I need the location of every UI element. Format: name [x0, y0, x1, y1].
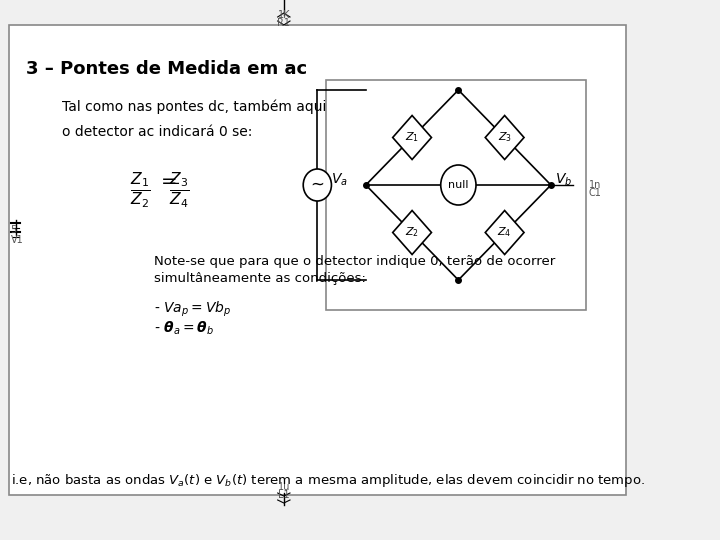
Text: R1: R1	[277, 18, 290, 28]
Text: $V_b$: $V_b$	[555, 172, 572, 188]
Text: $=$: $=$	[157, 170, 177, 189]
FancyBboxPatch shape	[326, 80, 586, 310]
Text: $\frac{Z_3}{Z_4}$: $\frac{Z_3}{Z_4}$	[169, 170, 189, 210]
Polygon shape	[485, 211, 524, 254]
Polygon shape	[392, 211, 431, 254]
Text: L1: L1	[278, 490, 289, 500]
Text: simultâneamente as condições:: simultâneamente as condições:	[154, 272, 366, 285]
Text: 1u: 1u	[278, 482, 290, 492]
Text: ~: ~	[310, 176, 324, 194]
Text: - $\boldsymbol{\theta}_a = \boldsymbol{\theta}_b$: - $\boldsymbol{\theta}_a = \boldsymbol{\…	[154, 320, 214, 338]
Text: 3 – Pontes de Medida em ac: 3 – Pontes de Medida em ac	[27, 60, 307, 78]
Circle shape	[441, 165, 476, 205]
Text: V1: V1	[11, 235, 23, 245]
Text: 1K: 1K	[278, 10, 290, 20]
Text: null: null	[448, 180, 469, 190]
FancyBboxPatch shape	[9, 25, 626, 495]
Text: $Z_1$: $Z_1$	[405, 131, 419, 144]
Text: $Z_2$: $Z_2$	[405, 226, 419, 239]
Polygon shape	[392, 116, 431, 159]
Text: 1n: 1n	[589, 180, 601, 190]
Text: $Z_4$: $Z_4$	[498, 226, 512, 239]
Text: $\frac{Z_1}{Z_2}$: $\frac{Z_1}{Z_2}$	[130, 170, 150, 210]
Text: - $Va_p = Vb_p$: - $Va_p = Vb_p$	[154, 300, 231, 319]
Text: $Z_3$: $Z_3$	[498, 131, 512, 144]
Text: o detector ac indicará 0 se:: o detector ac indicará 0 se:	[62, 125, 252, 139]
Polygon shape	[485, 116, 524, 159]
Circle shape	[303, 169, 331, 201]
Text: $V_a$: $V_a$	[331, 172, 348, 188]
Text: Tal como nas pontes dc, também aqui: Tal como nas pontes dc, também aqui	[62, 100, 326, 114]
Text: C1: C1	[589, 188, 602, 198]
Text: 5: 5	[11, 225, 17, 235]
Text: i.e, não basta as ondas $V_a(t)$ e $V_b(t)$ terem a mesma amplitude, elas devem : i.e, não basta as ondas $V_a(t)$ e $V_b(…	[11, 472, 644, 489]
Text: Note-se que para que o detector indique 0, terão de ocorrer: Note-se que para que o detector indique …	[154, 255, 556, 268]
